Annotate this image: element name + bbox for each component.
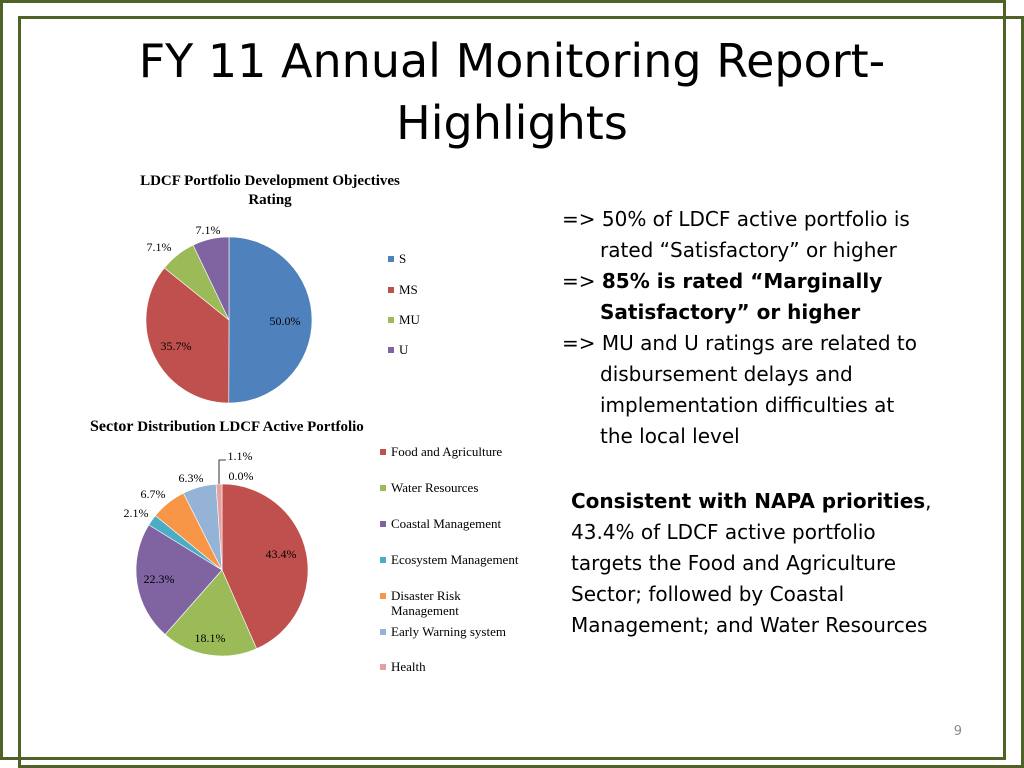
chart2-slice-coastal-management [135, 524, 223, 635]
bullet-2-bold-b: Satisfactory” or higher [600, 300, 861, 324]
bullet-1-text-b: rated “Satisfactory” or higher [600, 238, 897, 262]
chart2-legend-label: Food and Agriculture [391, 444, 503, 459]
chart2-title-rest: Distribution LDCF Active Portfolio [133, 419, 364, 435]
chart2-data-label-early-warning-system: 6.3% [179, 471, 204, 485]
chart2-data-label-health: 1.1% [228, 449, 253, 463]
page-number: 9 [953, 724, 962, 739]
bullet-1: => 50% of LDCF active portfolio is rated… [562, 204, 962, 266]
chart1-data-label-u: 7.1% [196, 223, 221, 237]
chart1-legend-label: U [399, 342, 409, 357]
slide-frame-inner [18, 16, 1024, 768]
chart2-legend-swatch [380, 664, 386, 670]
slide-frame-outer [0, 0, 1006, 760]
chart2-title-word-sector: Sector [90, 418, 134, 435]
chart2-legend-swatch [380, 521, 386, 527]
bullet-3-text-d: the local level [600, 424, 740, 448]
chart2-leader-line-health [218, 459, 226, 484]
chart2-legend-label: Ecosystem Management [391, 552, 519, 567]
chart2-legend-swatch [380, 449, 386, 455]
chart1-title: LDCF Portfolio Development Objectives Ra… [110, 172, 430, 210]
bullet-2-bold-a: 85% is rated “Marginally [601, 269, 883, 293]
bullet-2: => 85% is rated “Marginally Satisfactory… [562, 266, 962, 328]
chart2-data-label-ecosystem-management: 2.1% [124, 506, 149, 520]
chart2-legend-label: Water Resources [391, 480, 479, 495]
chart2-legend-swatch [380, 629, 386, 635]
chart1-title-line-1: LDCF Portfolio Development Objectives [140, 173, 400, 189]
bullet-1-text-a: => 50% of LDCF active portfolio is [562, 207, 910, 231]
chart1-slice-ms [145, 267, 230, 404]
chart2-legend-label: Early Warning system [391, 624, 506, 639]
title-line-2: Highlights [396, 96, 628, 150]
summary-line-5: Management; and Water Resources [571, 613, 928, 637]
chart2-data-label-coastal-management: 22.3% [144, 572, 175, 586]
highlights-bullets: => 50% of LDCF active portfolio is rated… [562, 204, 962, 452]
chart2-legend-swatch [380, 485, 386, 491]
slide-title: FY 11 Annual Monitoring Report- Highligh… [40, 30, 984, 154]
chart1-slice-u [192, 236, 230, 321]
chart1-title-line-2: Rating [248, 192, 292, 208]
bullet-3: => MU and U ratings are related to disbu… [562, 328, 962, 452]
summary-paragraph: Consistent with NAPA priorities, 43.4% o… [571, 486, 971, 641]
chart1-legend-swatch [388, 317, 394, 323]
bullet-3-text-a: => MU and U ratings are related to [562, 331, 918, 355]
chart1-legend-swatch [388, 256, 394, 262]
chart2-legend-swatch [380, 557, 386, 563]
summary-bold: Consistent with NAPA priorities [571, 489, 926, 513]
chart2-data-label-disaster-risk-management: 6.7% [141, 487, 166, 501]
chart1-slice-s [228, 236, 313, 404]
chart2-data-label-zero: 0.0% [229, 469, 254, 483]
summary-line-3: targets the Food and Agriculture [571, 551, 897, 575]
summary-line-2: 43.4% of LDCF active portfolio [571, 520, 876, 544]
chart1-legend-label: MS [399, 282, 418, 297]
chart2-data-label-water-resources: 18.1% [195, 631, 226, 645]
summary-comma: , [925, 489, 932, 513]
chart1-legend-label: S [399, 251, 407, 266]
chart2-legend-label: Disaster Risk Management [391, 588, 461, 618]
chart2-slice-health [215, 483, 223, 571]
chart2-legend-swatch [380, 593, 386, 599]
chart1-legend-swatch [388, 347, 394, 353]
chart2-data-label-food-and-agriculture: 43.4% [266, 547, 297, 561]
chart1-data-label-ms: 35.7% [161, 339, 192, 353]
bullet-3-text-c: implementation difficulties at [600, 393, 895, 417]
summary-line-4: Sector; followed by Coastal [571, 582, 845, 606]
title-line-1: FY 11 Annual Monitoring Report- [138, 34, 886, 88]
chart2-title: Sector Distribution LDCF Active Portfoli… [90, 417, 430, 437]
chart1-legend-label: MU [399, 312, 420, 327]
chart1-data-label-s: 50.0% [270, 314, 301, 328]
chart2-legend-label: Coastal Management [391, 516, 502, 531]
bullet-2-prefix: => [562, 269, 602, 293]
chart2-legend-label: Health [391, 659, 426, 674]
bullet-3-text-b: disbursement delays and [600, 362, 853, 386]
chart1-data-label-mu: 7.1% [147, 240, 172, 254]
chart1-legend-swatch [388, 287, 394, 293]
chart2-slice-food-and-agriculture [221, 483, 309, 650]
chart2-slice-water-resources [164, 569, 258, 657]
